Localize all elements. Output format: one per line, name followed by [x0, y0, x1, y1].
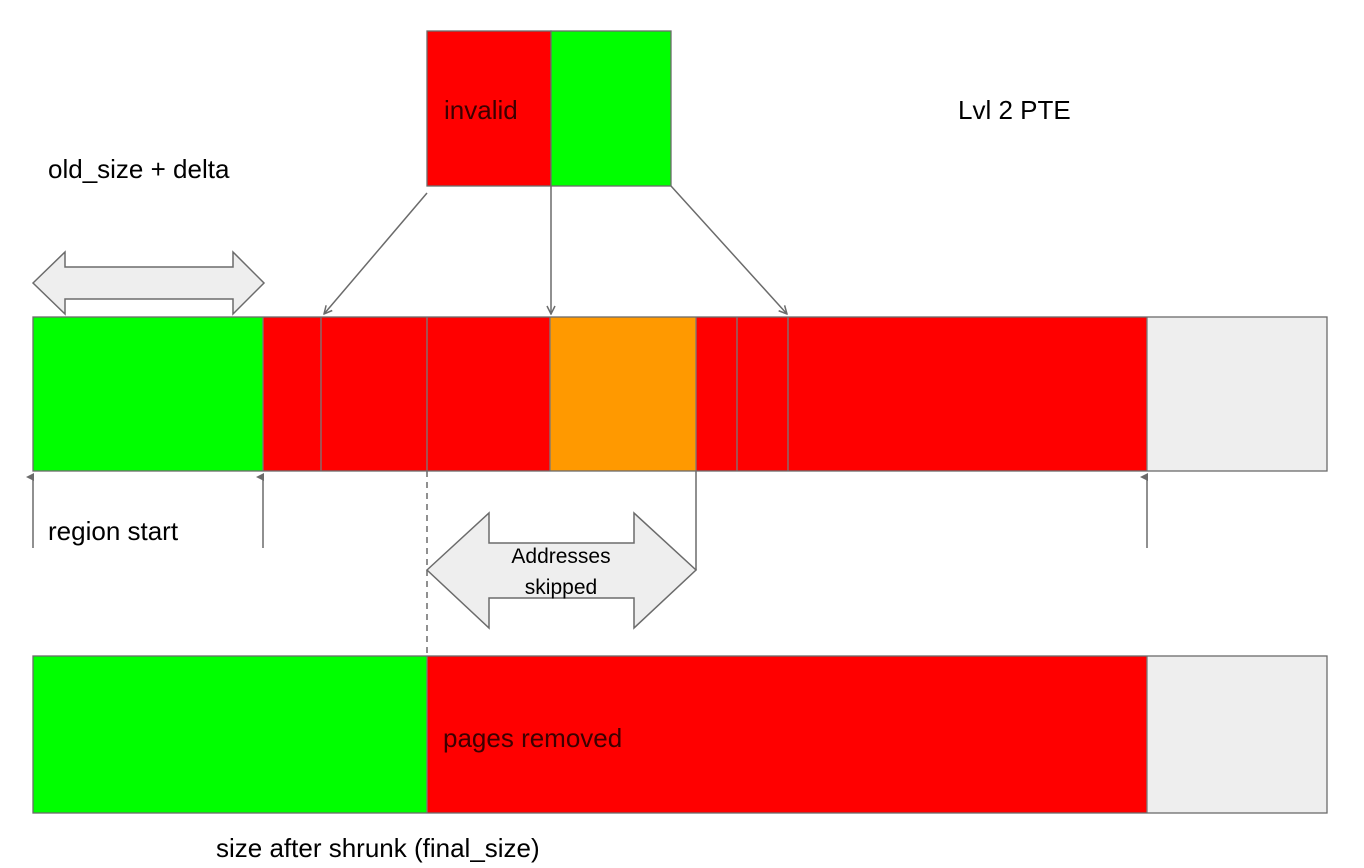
pte-valid-entry — [550, 30, 672, 187]
segment-valid — [33, 317, 263, 471]
addresses-skipped-label-line2: skipped — [525, 576, 597, 599]
pte-pointer-arrow-left — [324, 192, 428, 314]
region-bar-outline — [32, 316, 1328, 472]
segment-invalid-1 — [263, 317, 550, 471]
old-size-delta-label: old_size + delta — [48, 154, 230, 184]
final-bar-outline — [32, 655, 1328, 814]
invalid-label: invalid — [444, 95, 518, 125]
size-after-shrunk-label: size after shrunk (final_size) — [216, 833, 540, 863]
pte-invalid-entry — [426, 30, 552, 187]
old-size-delta-double-arrow — [31, 250, 266, 316]
segment-invalid-2 — [696, 317, 1147, 471]
lvl2-pte-label: Lvl 2 PTE — [958, 95, 1071, 125]
segment-unused — [1147, 317, 1327, 471]
region-start-label: region start — [48, 516, 179, 546]
pte-box: invalid — [426, 30, 672, 187]
final-segment-removed — [427, 656, 1147, 813]
addresses-skipped-label-line1: Addresses — [511, 545, 610, 568]
addresses-skipped-double-arrow — [425, 511, 698, 630]
pte-pointer-arrow-right — [670, 185, 787, 314]
region-bar-after: pages removed — [32, 655, 1328, 814]
segment-skipped — [550, 317, 696, 471]
final-segment-unused — [1147, 656, 1327, 813]
pages-removed-label: pages removed — [443, 723, 622, 753]
final-segment-valid — [33, 656, 427, 813]
region-bar-before — [32, 316, 1328, 472]
